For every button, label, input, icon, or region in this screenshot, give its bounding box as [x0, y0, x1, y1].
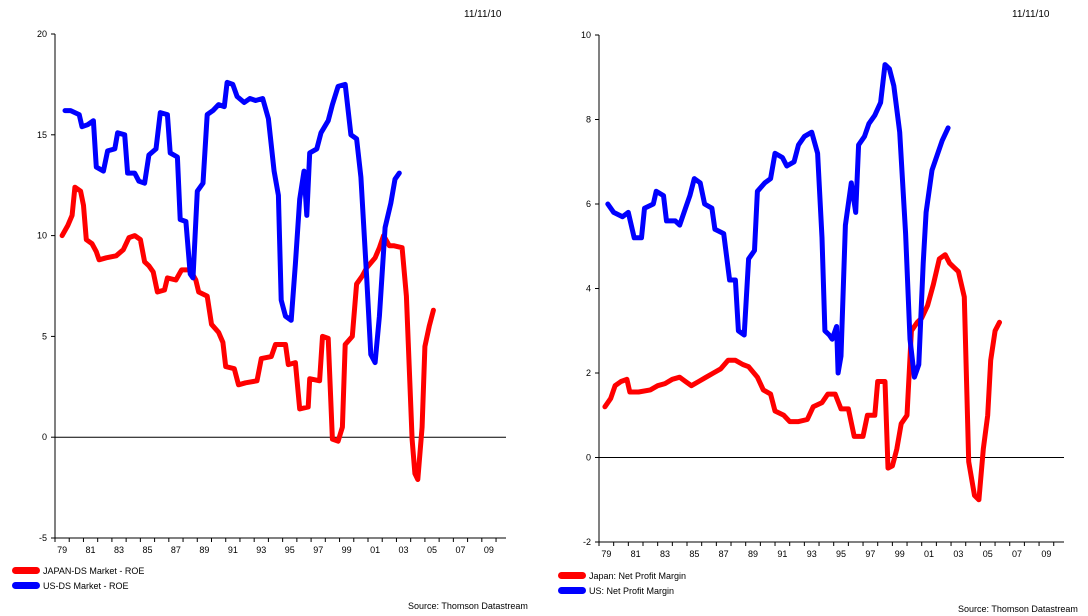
x-tick-label: 91	[777, 549, 787, 559]
y-tick-label: 0	[42, 432, 47, 442]
x-tick-label: 95	[285, 545, 295, 555]
legend-swatch-japan-roe	[12, 567, 40, 574]
legend-item-us-margin: US: Net Profit Margin	[558, 583, 686, 598]
chart-panel-margin: 11/11/10 -2 0 2 4 6 8 10 79 81 83 85 87 89 91 93 95 97 99…	[544, 0, 1088, 616]
legend-item-japan-roe: JAPAN-DS Market - ROE	[12, 563, 144, 578]
chart-panel-roe: 11/11/10 -5 0 5 10 15 20 79 81 83 85 87 89 91 93 95 97 9…	[12, 9, 528, 611]
x-tick-label: 79	[601, 549, 611, 559]
x-tick-label: 81	[631, 549, 641, 559]
x-tick-label: 93	[807, 549, 817, 559]
legend-label-us-roe: US-DS Market - ROE	[43, 580, 129, 591]
series-line-us-net-profit-margin	[605, 62, 951, 380]
x-tick-label: 79	[57, 545, 67, 555]
series-line-japan-net-profit-margin	[602, 252, 1002, 503]
x-tick-label: 89	[748, 549, 758, 559]
net-profit-margin-line-chart: -2 0 2 4 6 8 10 79 81 83 85 87 89 91 93 95 97 99 01 03 05 07 0…	[581, 30, 1064, 559]
y-tick-label: 2	[586, 368, 591, 378]
x-tick-label: 85	[142, 545, 152, 555]
x-tick-label: 83	[114, 545, 124, 555]
legend-label-us-margin: US: Net Profit Margin	[589, 585, 675, 596]
series-line-us-ds-market-roe	[62, 79, 402, 366]
y-tick-label: 10	[37, 231, 47, 241]
source-note: Source: Thomson Datastream	[958, 604, 1078, 614]
x-tick-label: 05	[983, 549, 993, 559]
x-tick-label: 93	[256, 545, 266, 555]
x-tick-label: 91	[228, 545, 238, 555]
y-tick-label: 8	[586, 115, 591, 125]
x-tick-label: 09	[1041, 549, 1051, 559]
x-tick-label: 05	[427, 545, 437, 555]
x-tick-label: 97	[313, 545, 323, 555]
x-tick-label: 07	[455, 545, 465, 555]
legend-swatch-japan-margin	[558, 572, 586, 579]
x-tick-label: 87	[171, 545, 181, 555]
y-tick-label: 4	[586, 284, 591, 294]
y-tick-label: -2	[583, 537, 591, 547]
y-tick-label: 15	[37, 130, 47, 140]
x-tick-label: 81	[86, 545, 96, 555]
chart-date: 11/11/10	[1012, 9, 1050, 20]
x-tick-label: 89	[199, 545, 209, 555]
legend-swatch-us-margin	[558, 587, 586, 594]
y-tick-label: -5	[39, 533, 47, 543]
legend: Japan: Net Profit Margin US: Net Profit …	[558, 568, 686, 598]
y-tick-label: 6	[586, 199, 591, 209]
x-tick-label: 95	[836, 549, 846, 559]
x-tick-label: 01	[924, 549, 934, 559]
legend: JAPAN-DS Market - ROE US-DS Market - ROE	[12, 563, 144, 593]
x-tick-label: 85	[689, 549, 699, 559]
x-tick-label: 99	[895, 549, 905, 559]
x-tick-label: 99	[342, 545, 352, 555]
chart-date: 11/11/10	[464, 9, 502, 20]
y-tick-label: 5	[42, 331, 47, 341]
legend-label-japan-roe: JAPAN-DS Market - ROE	[43, 565, 145, 576]
x-tick-label: 07	[1012, 549, 1022, 559]
legend-swatch-us-roe	[12, 582, 40, 589]
y-tick-label: 20	[37, 29, 47, 39]
x-tick-label: 97	[865, 549, 875, 559]
legend-label-japan-margin: Japan: Net Profit Margin	[589, 570, 687, 581]
x-tick-label: 87	[719, 549, 729, 559]
x-tick-label: 83	[660, 549, 670, 559]
legend-item-japan-margin: Japan: Net Profit Margin	[558, 568, 686, 583]
x-tick-label: 09	[484, 545, 494, 555]
legend-item-us-roe: US-DS Market - ROE	[12, 578, 144, 593]
source-note: Source: Thomson Datastream	[408, 601, 528, 611]
y-tick-label: 10	[581, 30, 591, 40]
x-tick-label: 03	[953, 549, 963, 559]
series-line-japan-ds-market-roe	[59, 184, 436, 482]
x-tick-label: 03	[399, 545, 409, 555]
x-tick-label: 01	[370, 545, 380, 555]
y-tick-label: 0	[586, 453, 591, 463]
